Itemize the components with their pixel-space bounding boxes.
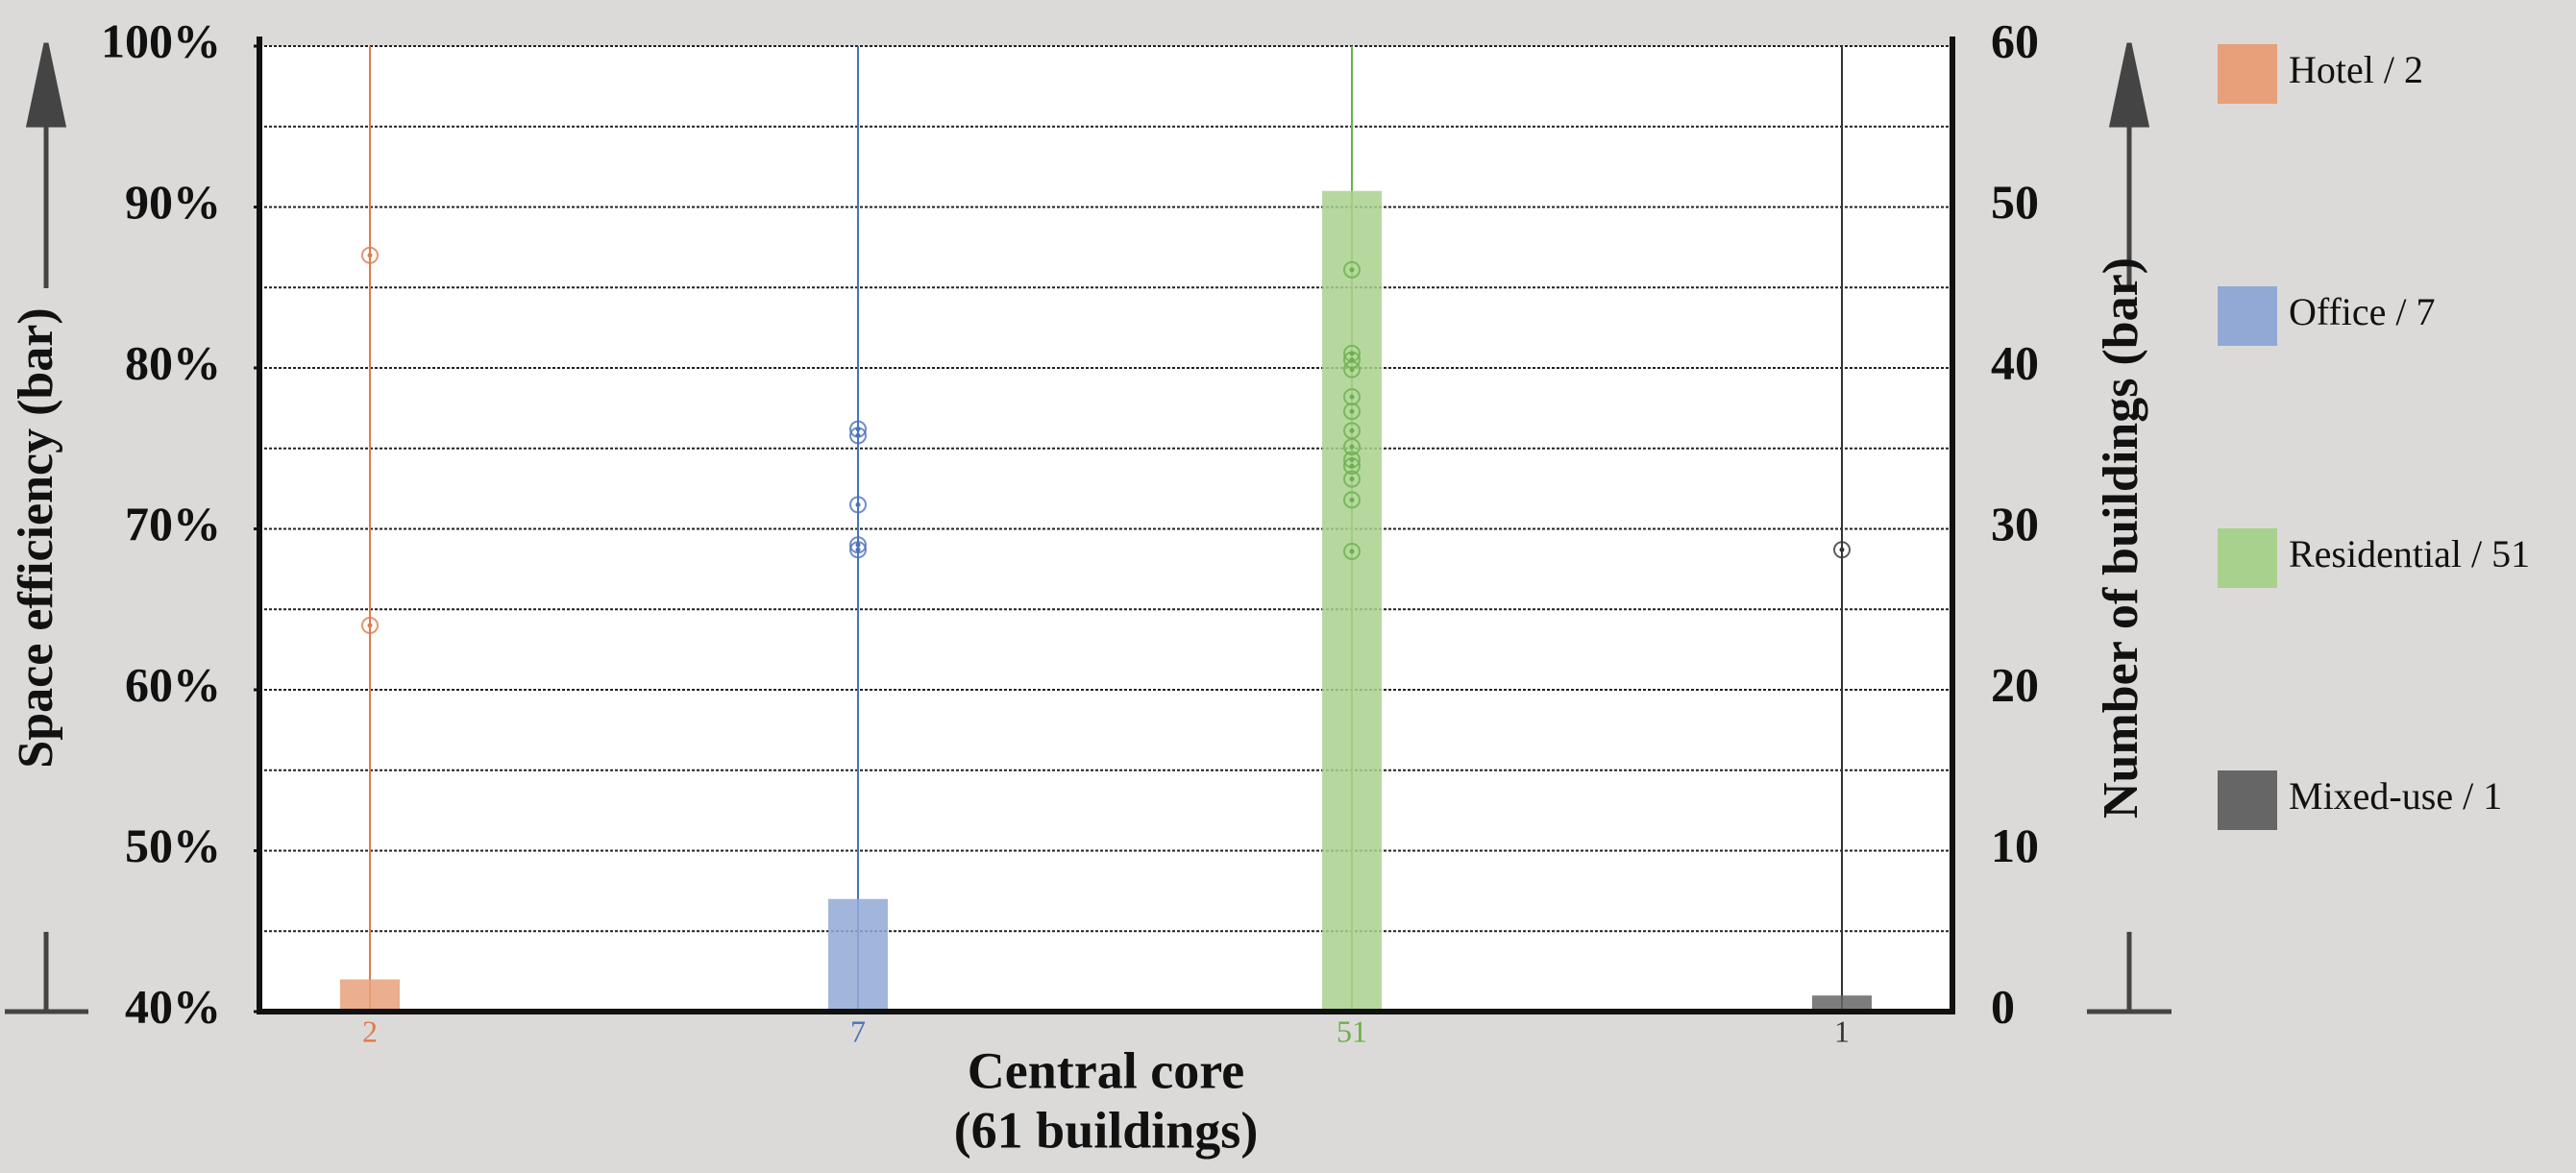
data-point-core <box>855 432 861 438</box>
y-axis-title: Space efficiency (bar) <box>9 307 63 768</box>
data-point <box>1343 470 1361 488</box>
data-point <box>1343 491 1361 509</box>
bar-count-label: 51 <box>1337 1014 1367 1048</box>
data-point <box>849 496 867 514</box>
data-point <box>361 617 379 634</box>
data-point <box>849 427 867 445</box>
data-point-core <box>367 623 373 628</box>
legend-swatch <box>2218 286 2277 346</box>
data-point <box>1343 403 1361 421</box>
y2-axis-title: Number of buildings (bar) <box>2094 257 2148 819</box>
legend-label: Office / 7 <box>2289 290 2436 333</box>
y2-tick-label: 40 <box>1991 335 2039 389</box>
axis-arrows <box>5 42 2171 1014</box>
data-point-core <box>1349 267 1355 273</box>
data-point <box>1343 438 1361 456</box>
legend-swatch <box>2218 528 2277 588</box>
data-point-core <box>1349 394 1355 400</box>
y2-tick-label: 30 <box>1991 497 2039 550</box>
y-tick-label: 50% <box>125 819 221 872</box>
data-point-core <box>1349 367 1355 373</box>
data-point <box>849 541 867 559</box>
bar <box>1812 995 1872 1012</box>
bar-count-label: 1 <box>1834 1014 1850 1048</box>
legend-label: Hotel / 2 <box>2289 48 2423 91</box>
y-tick-label: 90% <box>125 175 221 229</box>
y-tick-label: 80% <box>125 335 221 389</box>
y2-tick-label: 60 <box>1991 13 2039 67</box>
data-point-core <box>1349 497 1355 502</box>
y-tick-label: 40% <box>125 979 221 1033</box>
data-point-core <box>1349 463 1355 469</box>
bar <box>828 898 888 1012</box>
bar <box>1322 190 1382 1012</box>
data-point-core <box>855 547 861 552</box>
bar-count-label: 7 <box>850 1014 866 1048</box>
data-point-core <box>367 253 373 258</box>
y2-tick-label: 10 <box>1991 819 2039 872</box>
data-point-core <box>1349 549 1355 554</box>
bar <box>340 979 400 1012</box>
legend-label: Mixed-use / 1 <box>2289 774 2502 818</box>
data-point-core <box>1349 444 1355 450</box>
y2-tick-label: 0 <box>1991 979 2015 1033</box>
legend-swatch <box>2218 770 2277 830</box>
data-point <box>849 536 867 554</box>
data-point-core <box>1349 477 1355 482</box>
x-axis-title: (61 buildings) <box>954 1101 1259 1159</box>
data-point <box>1343 542 1361 560</box>
data-point <box>1343 457 1361 476</box>
data-point-core <box>855 501 861 507</box>
bar-count-label: 2 <box>362 1014 378 1048</box>
data-point-core <box>855 542 861 548</box>
y-tick-label: 60% <box>125 657 221 711</box>
data-point <box>1343 260 1361 279</box>
data-point <box>361 246 379 264</box>
data-point-core <box>1349 428 1355 433</box>
y2-tick-label: 50 <box>1991 175 2039 229</box>
data-point-core <box>1839 547 1845 552</box>
y2-tick-label: 20 <box>1991 657 2039 711</box>
x-axis-title: Central core <box>968 1041 1244 1099</box>
legend-label: Residential / 51 <box>2289 532 2530 575</box>
data-point <box>1343 360 1361 379</box>
y-tick-label: 70% <box>125 497 221 550</box>
legend-swatch <box>2218 44 2277 104</box>
data-point-core <box>1349 408 1355 414</box>
data-point <box>1833 541 1851 559</box>
y-tick-label: 100% <box>101 13 221 67</box>
